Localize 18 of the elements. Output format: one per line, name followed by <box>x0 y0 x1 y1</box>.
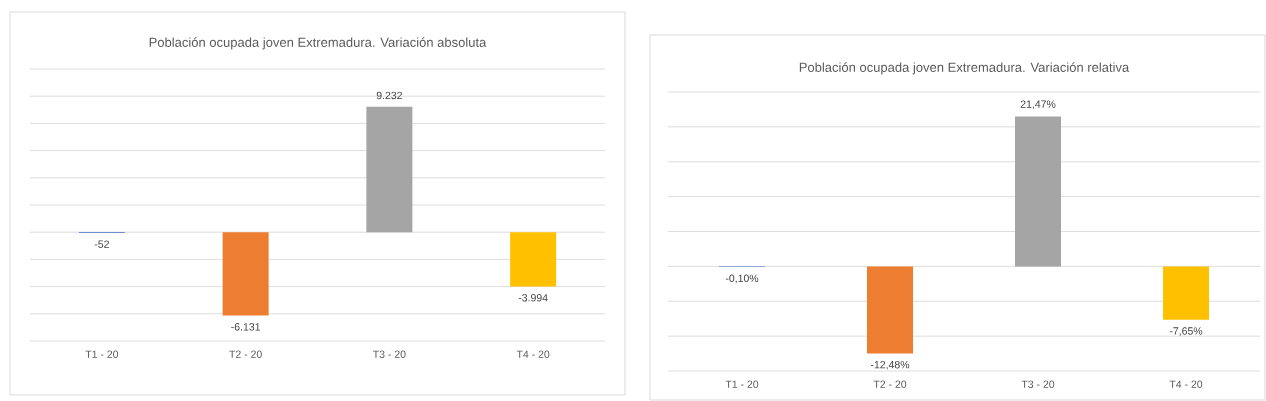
x-tick-label: T4 - 20 <box>1169 380 1203 388</box>
data-label: -6.131 <box>231 323 260 331</box>
data-label: 9.232 <box>376 91 402 100</box>
chart-title: Población ocupada joven Extremadura. Variación absoluta <box>149 37 487 50</box>
data-label: -12,48% <box>870 360 910 370</box>
data-label: -0,10% <box>725 274 759 284</box>
data-label: -52 <box>94 240 109 248</box>
x-tick-label: T1 - 20 <box>85 350 119 358</box>
x-tick-label: T3 - 20 <box>372 350 406 358</box>
x-tick-label: T2 - 20 <box>229 350 262 358</box>
chart-title: Población ocupada joven Extremadura. Variación relativa <box>799 62 1130 75</box>
data-label: -7,65% <box>1169 327 1203 336</box>
x-tick-label: T3 - 20 <box>1021 380 1055 388</box>
data-label: 21,47% <box>1020 100 1056 110</box>
x-tick-label: T2 - 20 <box>873 380 907 388</box>
x-tick-label: T4 - 20 <box>516 350 550 358</box>
x-tick-label: T1 - 20 <box>725 380 759 388</box>
data-label: -3.994 <box>518 294 548 302</box>
